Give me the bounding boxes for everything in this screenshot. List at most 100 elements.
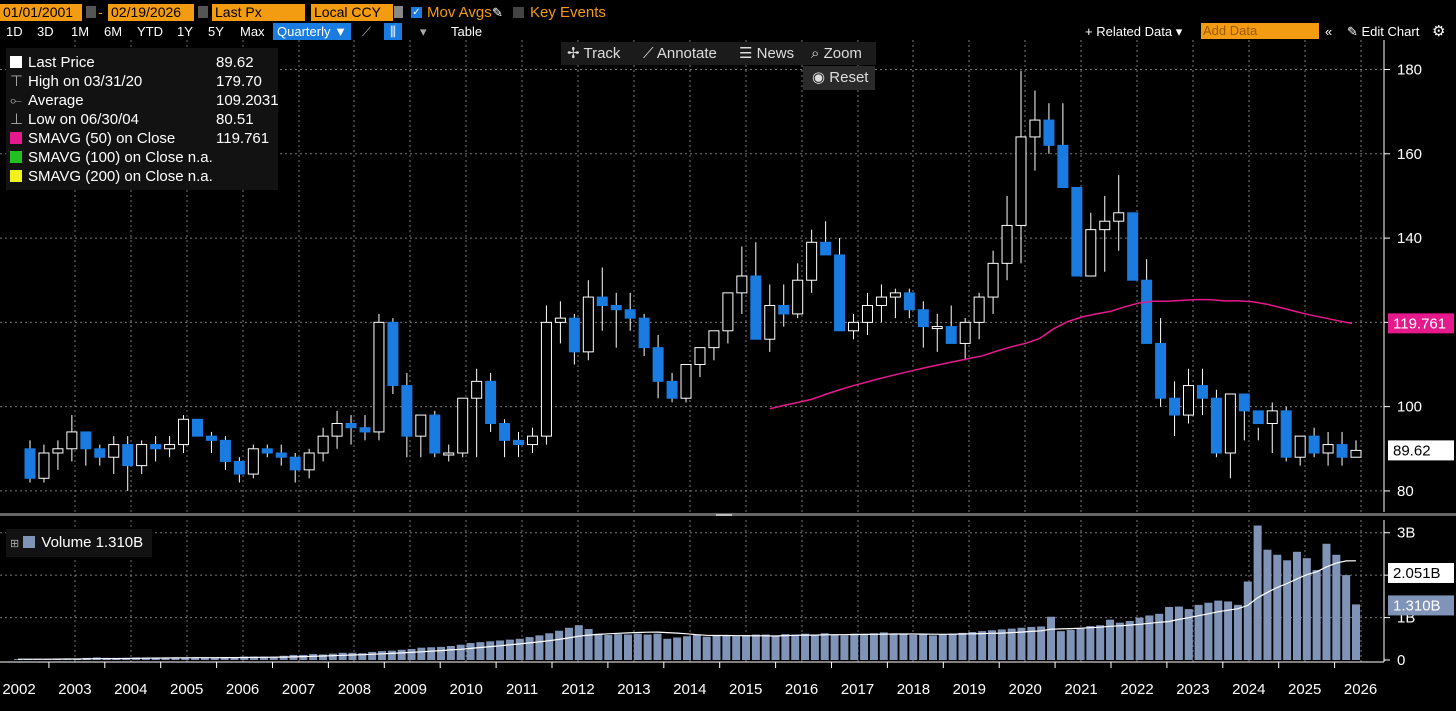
green-swatch-icon xyxy=(10,151,22,163)
zoom-button[interactable]: ⌕ Zoom xyxy=(811,45,862,62)
volume-bar xyxy=(1047,616,1056,660)
chevron-down-icon[interactable] xyxy=(394,6,403,18)
calendar-icon[interactable] xyxy=(86,6,96,18)
last-price-badge: 89.62 xyxy=(1393,442,1431,459)
news-button[interactable]: ☰ News xyxy=(739,45,795,62)
candle-body xyxy=(38,452,50,479)
x-tick-label: 2003 xyxy=(58,681,91,698)
volume-bar xyxy=(820,633,829,660)
candle-body xyxy=(568,317,580,353)
candle-body xyxy=(205,435,217,441)
candle-body xyxy=(596,296,608,307)
candle-body xyxy=(233,460,245,475)
volume-bar xyxy=(486,641,495,660)
candle-body xyxy=(359,427,371,433)
candle-body xyxy=(987,262,999,298)
volume-bar xyxy=(928,635,937,660)
range-toolbar: 1D 3D 1M 6M YTD 1Y 5Y Max Quarterly ▼ ⟋ … xyxy=(0,22,1456,41)
key-events-label[interactable]: Key Events xyxy=(530,4,606,21)
annotate-button[interactable]: ⟋ Annotate xyxy=(643,45,717,62)
range-1y[interactable]: 1Y xyxy=(177,24,193,39)
volume-bar xyxy=(564,627,573,660)
magenta-swatch-icon xyxy=(10,132,22,144)
candle-body xyxy=(289,456,301,471)
candle-body xyxy=(945,326,957,344)
volume-bar xyxy=(909,634,918,660)
volume-bar xyxy=(584,629,593,660)
range-5y[interactable]: 5Y xyxy=(208,24,224,39)
volume-bar xyxy=(515,638,524,660)
zoom-label: Zoom xyxy=(823,45,862,62)
table-button[interactable]: Table xyxy=(451,24,483,39)
x-tick-label: 2015 xyxy=(729,681,762,698)
range-1d[interactable]: 1D xyxy=(6,24,23,39)
expand-icon[interactable]: ⊞ xyxy=(10,538,20,550)
legend-value: 119.761 xyxy=(216,130,270,147)
reset-button[interactable]: ◉ Reset xyxy=(803,66,875,90)
candle-body xyxy=(1029,119,1041,138)
related-data-button[interactable]: + Related Data ▾ xyxy=(1085,24,1183,39)
volume-bar xyxy=(1273,554,1282,660)
add-data-input[interactable]: Add Data xyxy=(1201,23,1319,39)
volume-last-badge-box xyxy=(1388,595,1454,616)
key-events-checkbox[interactable] xyxy=(513,7,524,18)
volume-bar xyxy=(496,640,505,660)
volume-bar xyxy=(850,633,859,660)
high-marker-icon: ⊤ xyxy=(10,73,24,90)
volume-bar xyxy=(663,638,672,660)
pencil-icon[interactable]: ✎ xyxy=(492,5,503,20)
candle-body xyxy=(820,241,832,256)
range-3d[interactable]: 3D xyxy=(37,24,54,39)
mov-avgs-label[interactable]: Mov Avgs xyxy=(427,4,492,21)
candle-body xyxy=(219,439,231,462)
edit-chart-button[interactable]: ✎ Edit Chart xyxy=(1347,24,1420,39)
candle-body xyxy=(1224,393,1236,454)
currency-selector[interactable]: Local CCY xyxy=(311,4,393,21)
field-selector[interactable]: Last Px xyxy=(212,4,305,21)
line-chart-icon[interactable]: ⟋ xyxy=(362,24,372,39)
legend-value: 80.51 xyxy=(216,111,254,128)
candle-body xyxy=(471,380,483,399)
volume-bar xyxy=(761,634,770,660)
period-selector[interactable]: Quarterly ▼ xyxy=(273,23,351,40)
legend-label: SMAVG (100) on Close xyxy=(28,149,184,166)
candle-body xyxy=(708,330,720,349)
range-6m[interactable]: 6M xyxy=(104,24,123,39)
volume-bar xyxy=(742,634,751,660)
track-button[interactable]: ✢ Track xyxy=(567,45,621,62)
candle-body xyxy=(526,435,538,446)
candle-body xyxy=(848,321,860,332)
volume-bar xyxy=(1145,615,1154,660)
volume-bar xyxy=(476,642,485,660)
collapse-icon[interactable]: « xyxy=(1325,24,1333,39)
volume-bar xyxy=(653,633,662,660)
range-ytd[interactable]: YTD xyxy=(137,24,163,39)
volume-ma-badge-box xyxy=(1388,562,1454,583)
calendar-icon[interactable] xyxy=(198,6,208,18)
candle-body xyxy=(1043,119,1055,146)
volume-bar xyxy=(869,633,878,660)
chevron-down-icon[interactable]: ▾ xyxy=(420,24,427,39)
gear-icon[interactable]: ⚙ xyxy=(1432,23,1446,40)
range-max[interactable]: Max xyxy=(240,24,265,39)
mov-avgs-checkbox[interactable]: ✓ xyxy=(411,7,422,18)
candle-body xyxy=(1238,393,1250,412)
volume-bar xyxy=(318,654,327,660)
candle-body xyxy=(150,444,162,450)
volume-bar xyxy=(702,636,711,660)
candle-body xyxy=(666,380,678,399)
range-1m[interactable]: 1M xyxy=(71,24,90,39)
volume-bar xyxy=(643,634,652,660)
candle-body xyxy=(373,321,385,433)
candle-body xyxy=(485,380,497,425)
volume-bar xyxy=(732,636,741,660)
start-date-field[interactable]: 01/01/2001 xyxy=(0,4,82,21)
volume-last-badge: 1.310B xyxy=(1393,597,1441,614)
volume-bar xyxy=(1037,626,1046,660)
volume-bar xyxy=(1322,543,1331,660)
end-date-field[interactable]: 02/19/2026 xyxy=(108,4,194,21)
candle-body xyxy=(513,439,525,446)
last-price-badge-box xyxy=(1388,440,1454,461)
candle-chart-icon[interactable]: ⫼ xyxy=(384,23,402,40)
